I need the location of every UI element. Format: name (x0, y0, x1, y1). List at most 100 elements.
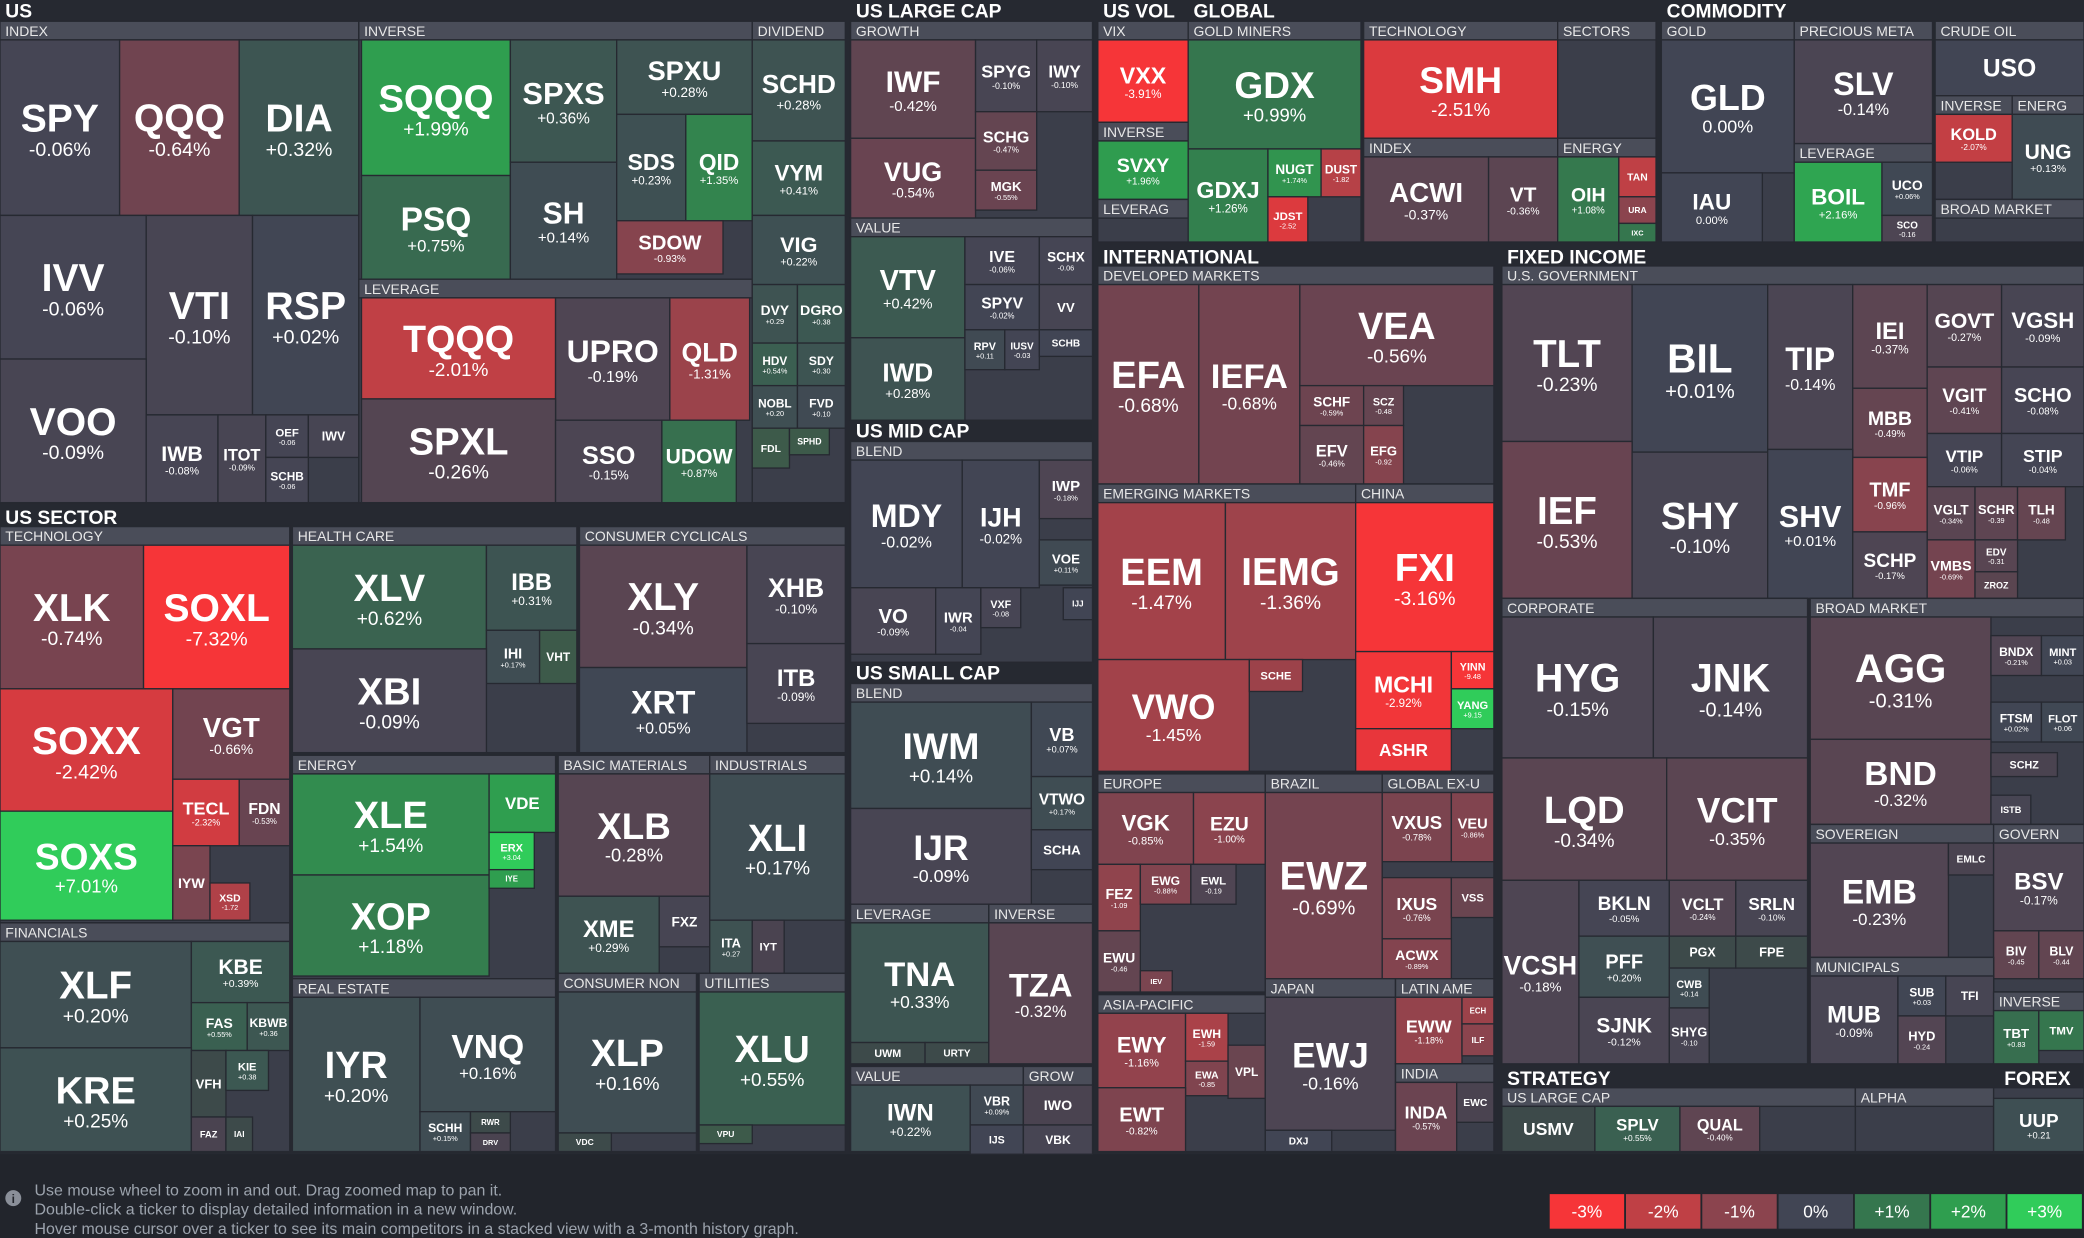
ticker-tile[interactable] (1354, 650, 1453, 730)
ticker-tile[interactable] (0, 940, 193, 1049)
ticker-tile[interactable] (988, 922, 1094, 1065)
ticker-tile[interactable] (1501, 879, 1580, 1065)
ticker-tile[interactable] (2038, 1009, 2084, 1052)
ticker-tile[interactable] (1881, 214, 1934, 243)
ticker-tile[interactable] (1187, 148, 1269, 243)
ticker-tile[interactable] (961, 459, 1041, 589)
ticker-tile[interactable] (1139, 863, 1192, 905)
ticker-tile[interactable] (1926, 366, 2003, 435)
ticker-tile[interactable] (557, 991, 698, 1134)
ticker-tile[interactable] (172, 688, 291, 780)
ticker-tile[interactable] (1992, 842, 2084, 932)
ticker-tile[interactable] (488, 773, 557, 834)
ticker-tile[interactable] (265, 456, 310, 504)
ticker-tile[interactable] (509, 39, 618, 163)
ticker-tile[interactable] (1062, 587, 1094, 621)
ticker-tile[interactable] (1038, 236, 1094, 286)
ticker-tile[interactable] (709, 773, 846, 921)
ticker-tile[interactable] (1631, 283, 1769, 453)
ticker-tile[interactable] (1450, 791, 1495, 863)
ticker-tile[interactable] (661, 419, 737, 504)
ticker-tile[interactable] (225, 1049, 270, 1092)
ticker-tile[interactable] (1381, 938, 1453, 980)
ticker-tile[interactable] (1501, 1105, 1596, 1153)
ticker-tile[interactable] (1450, 688, 1495, 730)
ticker-tile[interactable] (291, 874, 490, 977)
ticker-tile[interactable] (1793, 39, 1934, 145)
ticker-tile[interactable] (658, 895, 711, 948)
ticker-tile[interactable] (1666, 757, 1809, 881)
ticker-tile[interactable] (964, 329, 1006, 371)
ticker-tile[interactable] (849, 39, 977, 139)
ticker-tile[interactable] (1248, 658, 1304, 693)
ticker-tile[interactable] (1809, 975, 1899, 1065)
ticker-tile[interactable] (788, 427, 831, 456)
ticker-tile[interactable] (172, 778, 240, 847)
ticker-tile[interactable] (1362, 384, 1405, 427)
ticker-tile[interactable] (217, 414, 267, 504)
ticker-tile[interactable] (1809, 842, 1950, 959)
ticker-tile[interactable] (1668, 879, 1737, 937)
ticker-tile[interactable] (2040, 634, 2084, 677)
ticker-tile[interactable] (1926, 432, 2003, 488)
ticker-tile[interactable] (360, 174, 512, 280)
ticker-tile[interactable] (1501, 757, 1668, 881)
ticker-tile[interactable] (1362, 424, 1405, 485)
ticker-tile[interactable] (1660, 39, 1795, 174)
ticker-tile[interactable] (1990, 794, 2032, 826)
ticker-tile[interactable] (291, 648, 488, 754)
ticker-tile[interactable] (616, 220, 724, 275)
ticker-tile[interactable] (1974, 539, 2019, 573)
ticker-tile[interactable] (849, 1084, 971, 1153)
ticker-tile[interactable] (1267, 148, 1322, 198)
ticker-tile[interactable] (1038, 329, 1094, 358)
ticker-tile[interactable] (974, 111, 1038, 171)
ticker-tile[interactable] (1299, 384, 1365, 427)
ticker-tile[interactable] (616, 113, 687, 222)
ticker-tile[interactable] (1767, 283, 1854, 451)
ticker-tile[interactable] (751, 140, 846, 217)
ticker-tile[interactable] (209, 882, 251, 921)
ticker-tile[interactable] (145, 414, 219, 504)
ticker-tile[interactable] (964, 283, 1041, 331)
ticker-tile[interactable] (1990, 634, 2043, 677)
ticker-tile[interactable] (1097, 283, 1200, 485)
ticker-tile[interactable] (746, 642, 846, 725)
ticker-tile[interactable] (1184, 1060, 1229, 1097)
ticker-tile[interactable] (2016, 486, 2067, 541)
ticker-tile[interactable] (0, 358, 147, 504)
ticker-tile[interactable] (1030, 829, 1094, 871)
ticker-tile[interactable] (1190, 863, 1237, 905)
ticker-tile[interactable] (578, 544, 748, 669)
ticker-tile[interactable] (2040, 701, 2084, 743)
ticker-tile[interactable] (1679, 1105, 1761, 1153)
ticker-tile[interactable] (118, 39, 240, 217)
ticker-tile[interactable] (1631, 451, 1769, 600)
ticker-tile[interactable] (1668, 1007, 1710, 1065)
ticker-tile[interactable] (980, 587, 1022, 629)
ticker-tile[interactable] (1809, 616, 1992, 741)
ticker-tile[interactable] (172, 845, 211, 921)
ticker-tile[interactable] (225, 1116, 254, 1153)
ticker-tile[interactable] (1097, 39, 1189, 124)
ticker-tile[interactable] (0, 214, 147, 360)
ticker-tile[interactable] (1362, 39, 1559, 139)
ticker-tile[interactable] (1450, 876, 1495, 919)
ticker-tile[interactable] (1652, 616, 1809, 759)
ticker-tile[interactable] (1139, 970, 1173, 993)
ticker-tile[interactable] (698, 1124, 753, 1145)
ticker-tile[interactable] (1456, 1081, 1495, 1123)
ticker-tile[interactable] (1030, 701, 1094, 778)
ticker-tile[interactable] (935, 587, 982, 655)
ticker-tile[interactable] (2038, 930, 2084, 980)
ticker-tile[interactable] (1809, 738, 1992, 826)
ticker-tile[interactable] (1038, 539, 1094, 586)
ticker-tile[interactable] (1354, 501, 1495, 653)
ticker-tile[interactable] (1897, 1015, 1947, 1065)
ticker-tile[interactable] (974, 169, 1038, 211)
ticker-tile[interactable] (746, 544, 846, 645)
ticker-tile[interactable] (849, 459, 963, 589)
ticker-tile[interactable] (307, 414, 360, 459)
ticker-tile[interactable] (360, 398, 557, 504)
ticker-tile[interactable] (1097, 1012, 1187, 1089)
